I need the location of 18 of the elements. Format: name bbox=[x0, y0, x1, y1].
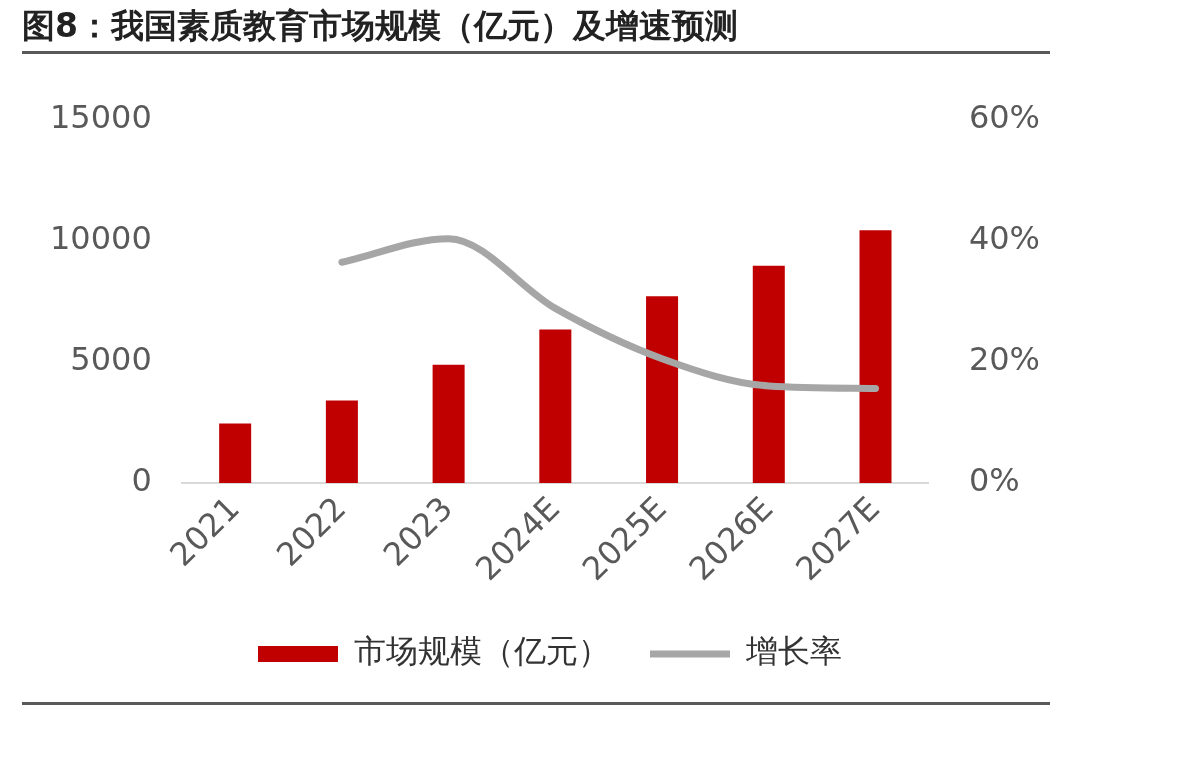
bar bbox=[859, 230, 892, 483]
bar bbox=[432, 364, 465, 483]
y-tick-label: 0 bbox=[131, 461, 152, 500]
legend-label: 市场规模（亿元） bbox=[354, 632, 610, 671]
y2-tick-label: 0% bbox=[968, 461, 1020, 500]
y-tick-label: 5000 bbox=[70, 340, 152, 379]
y2-tick-label: 40% bbox=[968, 218, 1040, 257]
y2-tick-label: 20% bbox=[968, 340, 1040, 379]
bar bbox=[752, 265, 785, 483]
bar bbox=[539, 329, 572, 483]
y2-tick-label: 60% bbox=[968, 97, 1040, 136]
bar bbox=[325, 400, 358, 483]
chart-title: 图8：我国素质教育市场规模（亿元）及增速预测 bbox=[22, 4, 1050, 54]
y-tick-label: 10000 bbox=[50, 218, 152, 257]
legend-label: 增长率 bbox=[745, 632, 842, 671]
bar bbox=[219, 423, 252, 483]
y-tick-label: 15000 bbox=[50, 97, 152, 136]
bar bbox=[646, 296, 679, 483]
